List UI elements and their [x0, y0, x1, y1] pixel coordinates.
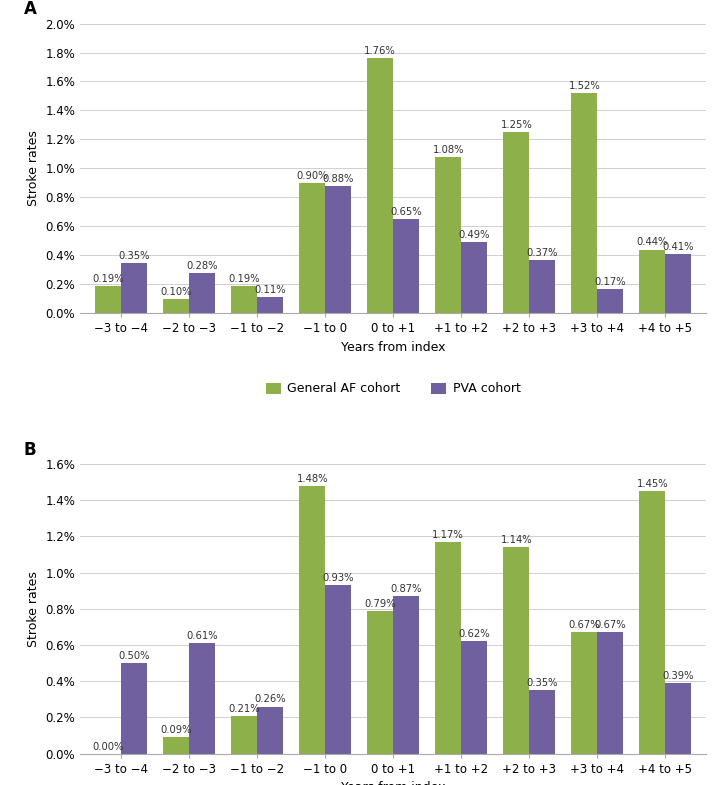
- Bar: [597, 632, 623, 754]
- Text: 0.35%: 0.35%: [526, 678, 558, 688]
- Bar: [393, 596, 419, 754]
- Bar: [571, 93, 597, 313]
- Text: 1.25%: 1.25%: [500, 120, 532, 130]
- Text: B: B: [24, 440, 36, 458]
- Text: 0.61%: 0.61%: [186, 631, 218, 641]
- Text: 1.14%: 1.14%: [500, 535, 532, 545]
- Bar: [189, 643, 215, 754]
- Bar: [665, 683, 691, 754]
- Bar: [461, 243, 487, 313]
- Bar: [189, 272, 215, 313]
- Text: 0.28%: 0.28%: [186, 261, 218, 271]
- Text: 0.19%: 0.19%: [92, 274, 124, 283]
- Bar: [257, 298, 283, 313]
- Text: 0.87%: 0.87%: [390, 584, 422, 594]
- Bar: [665, 254, 691, 313]
- Text: 0.65%: 0.65%: [390, 207, 422, 217]
- Text: 0.79%: 0.79%: [365, 598, 396, 608]
- Legend: General AF cohort, PVA cohort: General AF cohort, PVA cohort: [261, 378, 526, 400]
- Text: 0.19%: 0.19%: [229, 274, 260, 283]
- Text: 0.11%: 0.11%: [254, 285, 286, 295]
- Y-axis label: Stroke rates: Stroke rates: [27, 130, 40, 206]
- Bar: [367, 58, 393, 313]
- Text: 1.76%: 1.76%: [364, 46, 396, 57]
- Text: 0.39%: 0.39%: [662, 671, 694, 681]
- Bar: [435, 542, 461, 754]
- Bar: [597, 289, 623, 313]
- Bar: [121, 663, 147, 754]
- Text: 0.88%: 0.88%: [323, 173, 354, 184]
- Bar: [529, 690, 555, 754]
- Bar: [503, 132, 529, 313]
- Text: 0.41%: 0.41%: [662, 242, 694, 252]
- X-axis label: Years from index: Years from index: [341, 781, 446, 785]
- X-axis label: Years from index: Years from index: [341, 341, 446, 354]
- Text: 1.17%: 1.17%: [432, 530, 464, 540]
- Bar: [435, 157, 461, 313]
- Text: 1.48%: 1.48%: [296, 473, 328, 484]
- Text: 0.67%: 0.67%: [569, 620, 600, 630]
- Bar: [163, 737, 189, 754]
- Text: 1.52%: 1.52%: [569, 81, 600, 91]
- Bar: [299, 486, 325, 754]
- Bar: [95, 286, 121, 313]
- Text: 0.49%: 0.49%: [459, 230, 490, 240]
- Text: 0.35%: 0.35%: [118, 250, 149, 261]
- Bar: [639, 250, 665, 313]
- Bar: [503, 547, 529, 754]
- Bar: [232, 716, 257, 754]
- Text: 0.21%: 0.21%: [229, 703, 260, 714]
- Text: 0.17%: 0.17%: [594, 276, 626, 287]
- Text: 0.90%: 0.90%: [296, 171, 328, 181]
- Text: A: A: [24, 0, 36, 18]
- Bar: [461, 641, 487, 754]
- Text: 0.10%: 0.10%: [160, 287, 191, 297]
- Bar: [325, 585, 351, 754]
- Text: 1.08%: 1.08%: [432, 144, 464, 155]
- Bar: [529, 260, 555, 313]
- Bar: [367, 611, 393, 754]
- Text: 0.09%: 0.09%: [160, 725, 191, 736]
- Text: 0.44%: 0.44%: [637, 238, 668, 247]
- Bar: [232, 286, 257, 313]
- Text: 0.50%: 0.50%: [118, 651, 149, 661]
- Text: 0.62%: 0.62%: [459, 630, 490, 639]
- Bar: [163, 299, 189, 313]
- Text: 0.00%: 0.00%: [92, 742, 124, 751]
- Text: 1.45%: 1.45%: [636, 479, 668, 489]
- Text: 0.37%: 0.37%: [526, 247, 558, 257]
- Bar: [121, 262, 147, 313]
- Text: 0.67%: 0.67%: [594, 620, 626, 630]
- Bar: [393, 219, 419, 313]
- Bar: [257, 706, 283, 754]
- Text: 0.93%: 0.93%: [323, 573, 354, 583]
- Bar: [571, 632, 597, 754]
- Bar: [299, 183, 325, 313]
- Text: 0.26%: 0.26%: [254, 695, 286, 704]
- Bar: [639, 491, 665, 754]
- Y-axis label: Stroke rates: Stroke rates: [27, 571, 40, 647]
- Bar: [325, 186, 351, 313]
